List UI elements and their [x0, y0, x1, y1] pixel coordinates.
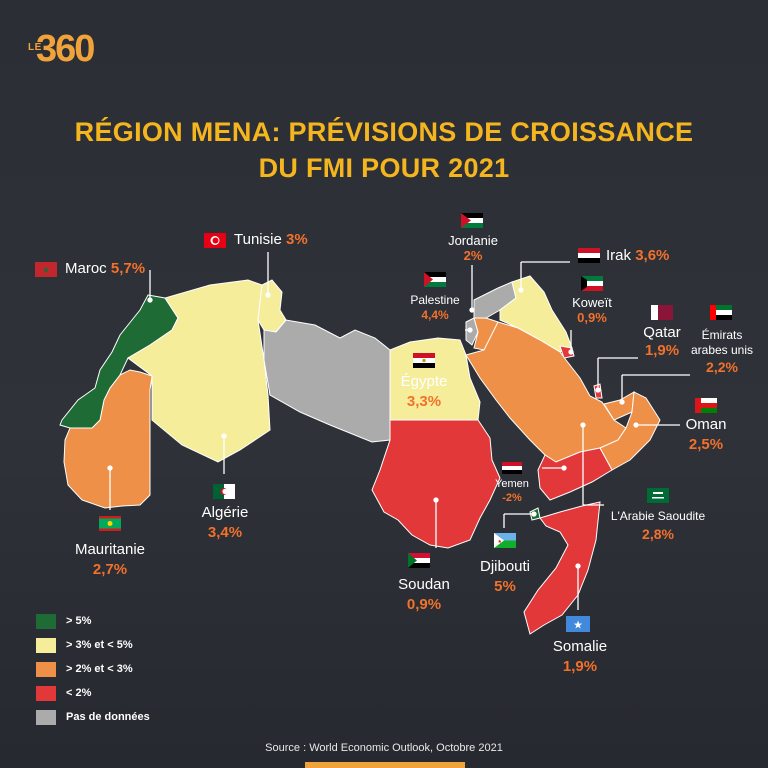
- palestine-name: Palestine: [410, 293, 460, 307]
- legend-swatch-grey: [36, 710, 56, 725]
- qatar-name: Qatar: [643, 324, 681, 341]
- somalie-value: 1,9%: [562, 658, 598, 675]
- qatar-value: 1,9%: [644, 342, 680, 359]
- emirats-value: 2,2%: [706, 359, 738, 375]
- arabie-value: 2,8%: [642, 526, 674, 542]
- tunisie-name: Tunisie: [234, 231, 282, 248]
- arabie-name: L'Arabie Saoudite: [610, 509, 706, 523]
- connector-lines: [107, 252, 690, 610]
- yemen-name: Yemen: [495, 478, 529, 490]
- algerie-value: 3,4%: [207, 524, 243, 541]
- flag-arabie-saoudite-icon: [647, 488, 669, 503]
- flag-maroc-icon: ★: [35, 262, 57, 277]
- flag-yemen-icon: [502, 462, 522, 474]
- egypte-name: Égypte: [400, 373, 448, 390]
- irak-value: 3,6%: [635, 247, 670, 264]
- flag-palestine-icon: [424, 272, 446, 287]
- label-somalie: Somalie 1,9%: [540, 638, 620, 676]
- legend-label: > 3% et < 5%: [66, 639, 133, 651]
- label-maroc: Maroc 5,7%: [65, 260, 145, 278]
- source-note: Source : World Economic Outlook, Octobre…: [265, 742, 503, 754]
- jordanie-name: Jordanie: [448, 233, 498, 248]
- label-yemen: Yemen -2%: [486, 477, 538, 505]
- koweit-name: Koweït: [572, 295, 612, 310]
- region-somalie: [523, 501, 601, 635]
- yemen-value: -2%: [502, 492, 522, 504]
- label-oman: Oman 2,5%: [676, 416, 736, 454]
- label-qatar: Qatar 1,9%: [632, 324, 692, 360]
- flag-tunisie-icon: [204, 233, 226, 248]
- title-line-1: RÉGION MENA: PRÉVISIONS DE CROISSANCE: [74, 117, 694, 147]
- bottom-accent-bar: [305, 762, 465, 768]
- emirats-name-1: Émirats: [701, 328, 743, 342]
- svg-text:★: ★: [42, 265, 50, 275]
- algerie-name: Algérie: [201, 504, 249, 521]
- svg-text:★: ★: [498, 539, 503, 545]
- maroc-name: Maroc: [65, 260, 107, 277]
- flag-mauritanie-icon: [99, 516, 121, 531]
- region-libye: [263, 319, 391, 443]
- region-soudan: [371, 419, 501, 549]
- legend-label: Pas de données: [66, 711, 150, 723]
- egypte-value: 3,3%: [406, 393, 442, 410]
- soudan-value: 0,9%: [406, 596, 442, 613]
- legend-swatch-red: [36, 686, 56, 701]
- label-djibouti: Djibouti 5%: [470, 558, 540, 596]
- label-soudan: Soudan 0,9%: [388, 576, 460, 614]
- region-arabie-saoudite: [465, 321, 627, 463]
- page-title: RÉGION MENA: PRÉVISIONS DE CROISSANCE DU…: [0, 114, 768, 186]
- djibouti-value: 5%: [494, 578, 516, 595]
- flag-oman-icon: [695, 398, 717, 413]
- oman-name: Oman: [685, 416, 727, 433]
- palestine-value: 4,4%: [421, 308, 449, 322]
- tunisie-value: 3%: [285, 231, 308, 248]
- legend-label: < 2%: [66, 687, 92, 699]
- soudan-name: Soudan: [398, 576, 450, 593]
- irak-name: Irak: [606, 247, 632, 264]
- emirats-name-2: arabes unis: [690, 343, 754, 357]
- flag-qatar-icon: [651, 305, 673, 320]
- maroc-value: 5,7%: [110, 260, 146, 277]
- label-palestine: Palestine 4,4%: [398, 293, 472, 323]
- label-koweit: Koweït 0,9%: [560, 295, 624, 325]
- logo-360: 360: [36, 28, 95, 70]
- flag-djibouti-icon: ★: [494, 533, 516, 548]
- koweit-value: 0,9%: [577, 310, 607, 325]
- mauritanie-name: Mauritanie: [74, 541, 146, 558]
- title-line-2: DU FMI POUR 2021: [258, 153, 510, 183]
- label-arabie-saoudite: L'Arabie Saoudite 2,8%: [600, 509, 716, 542]
- oman-value: 2,5%: [688, 436, 724, 453]
- label-irak: Irak 3,6%: [606, 247, 669, 265]
- label-mauritanie: Mauritanie 2,7%: [62, 541, 158, 579]
- label-jordanie: Jordanie 2%: [437, 233, 509, 263]
- mauritanie-value: 2,7%: [92, 561, 128, 578]
- jordanie-value: 2%: [463, 248, 483, 263]
- djibouti-name: Djibouti: [479, 558, 531, 575]
- flag-irak-icon: [578, 248, 600, 263]
- region-algerie: [127, 279, 271, 463]
- somalie-name: Somalie: [552, 638, 608, 655]
- flag-koweit-icon: [581, 276, 603, 291]
- legend-label: > 5%: [66, 615, 92, 627]
- svg-text:★: ★: [573, 620, 583, 632]
- legend-swatch-green: [36, 614, 56, 629]
- flag-soudan-icon: [408, 553, 430, 568]
- flag-emirats-icon: [710, 305, 732, 320]
- region-tunisie: [257, 279, 287, 333]
- flag-somalie-icon: ★: [566, 616, 590, 632]
- label-tunisie: Tunisie 3%: [234, 231, 308, 249]
- region-yemen: [537, 447, 613, 501]
- flag-egypte-icon: [413, 353, 435, 368]
- legend-label: > 2% et < 3%: [66, 663, 133, 675]
- flag-algerie-icon: [213, 484, 235, 499]
- flag-jordanie-icon: [461, 213, 483, 228]
- legend-swatch-orange: [36, 662, 56, 677]
- legend-swatch-yellow: [36, 638, 56, 653]
- label-algerie: Algérie 3,4%: [190, 504, 260, 542]
- label-egypte: Égypte 3,3%: [388, 373, 460, 411]
- logo-le: LE: [28, 42, 42, 53]
- label-emirats: Émirats arabes unis 2,2%: [684, 328, 760, 375]
